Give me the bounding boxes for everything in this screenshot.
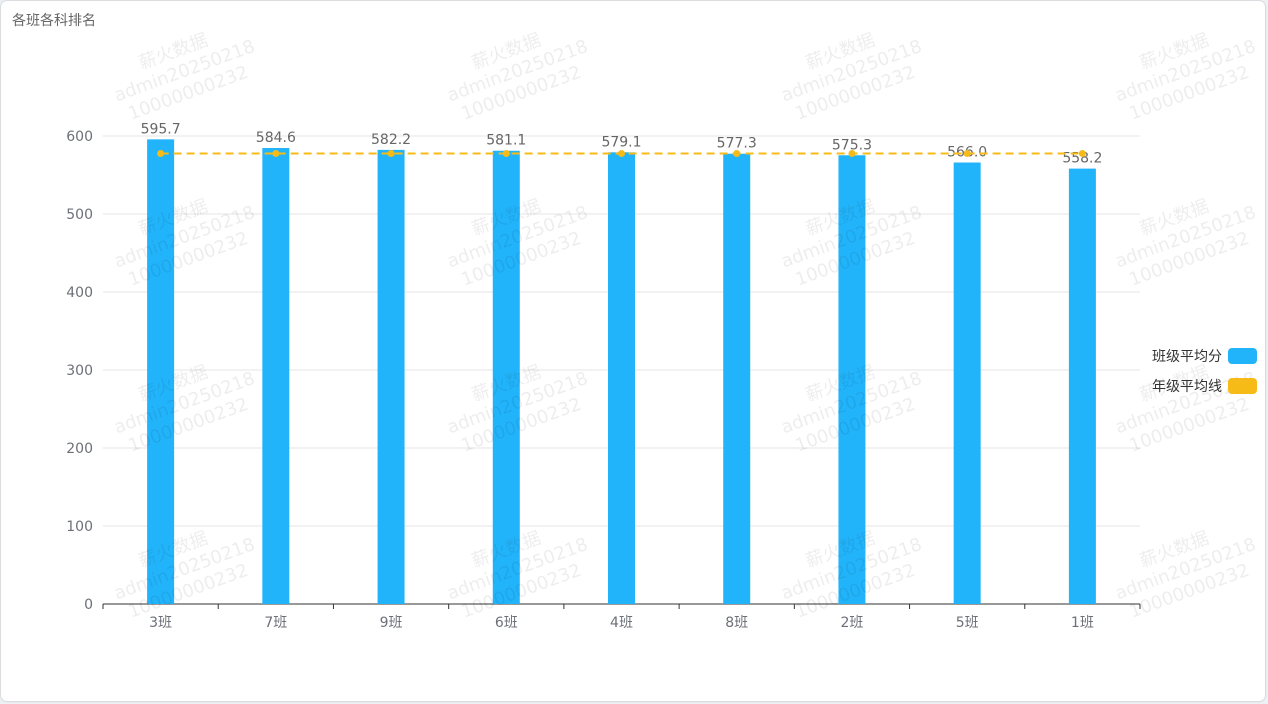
chart-title: 各班各科排名: [12, 13, 96, 29]
y-tick-label: 0: [84, 597, 93, 613]
x-tick-label: 3班: [149, 615, 172, 631]
bar-7班: [262, 148, 290, 604]
legend-label-grade-average: 年级平均线: [1152, 379, 1222, 395]
legend-item-class-average[interactable]: 班级平均分: [1152, 346, 1257, 366]
x-tick-label: 9班: [380, 615, 403, 631]
legend-label-class-average: 班级平均分: [1152, 349, 1222, 365]
bar-6班: [492, 150, 520, 604]
bar-value-label: 581.1: [486, 133, 526, 149]
grade-average-point: [848, 149, 856, 157]
y-tick-label: 600: [66, 129, 93, 145]
y-tick-label: 300: [66, 363, 93, 379]
grade-average-point: [733, 149, 741, 157]
grade-average-point: [963, 149, 971, 157]
x-tick-label: 5班: [956, 615, 979, 631]
bar-value-label: 579.1: [601, 134, 641, 150]
grade-average-point: [1078, 149, 1086, 157]
bar-value-label: 558.2: [1062, 151, 1102, 167]
grade-average-point: [618, 149, 625, 157]
legend-swatch-class-average: [1228, 348, 1257, 364]
bar-value-label: 584.6: [256, 130, 296, 146]
grade-average-point: [272, 149, 280, 157]
x-tick-label: 8班: [725, 615, 748, 631]
legend: 班级平均分 年级平均线: [1152, 346, 1257, 406]
legend-item-grade-average[interactable]: 年级平均线: [1152, 376, 1257, 396]
bar-9班: [377, 149, 405, 604]
bar-value-label: 582.2: [371, 132, 411, 148]
bar-4班: [608, 152, 635, 604]
x-tick-label: 1班: [1071, 615, 1094, 631]
y-tick-label: 200: [66, 441, 93, 457]
bar-value-label: 595.7: [141, 121, 181, 137]
bar-3班: [147, 139, 175, 604]
grade-average-point: [387, 149, 395, 157]
grade-average-point: [157, 149, 165, 157]
x-tick-label: 2班: [840, 615, 863, 631]
x-tick-label: 6班: [495, 615, 518, 631]
bar-5班: [953, 162, 981, 604]
x-tick-label: 7班: [264, 615, 287, 631]
bar-value-label: 575.3: [832, 137, 872, 153]
grade-average-point: [502, 149, 510, 157]
bar-8班: [723, 153, 751, 604]
x-tick-label: 4班: [610, 615, 633, 631]
bar-value-label: 577.3: [717, 136, 757, 152]
y-tick-label: 100: [66, 519, 93, 535]
legend-swatch-grade-average: [1228, 378, 1257, 394]
bar-1班: [1068, 168, 1096, 604]
y-tick-label: 400: [66, 285, 93, 301]
y-tick-label: 500: [66, 207, 93, 223]
bar-2班: [838, 155, 866, 605]
